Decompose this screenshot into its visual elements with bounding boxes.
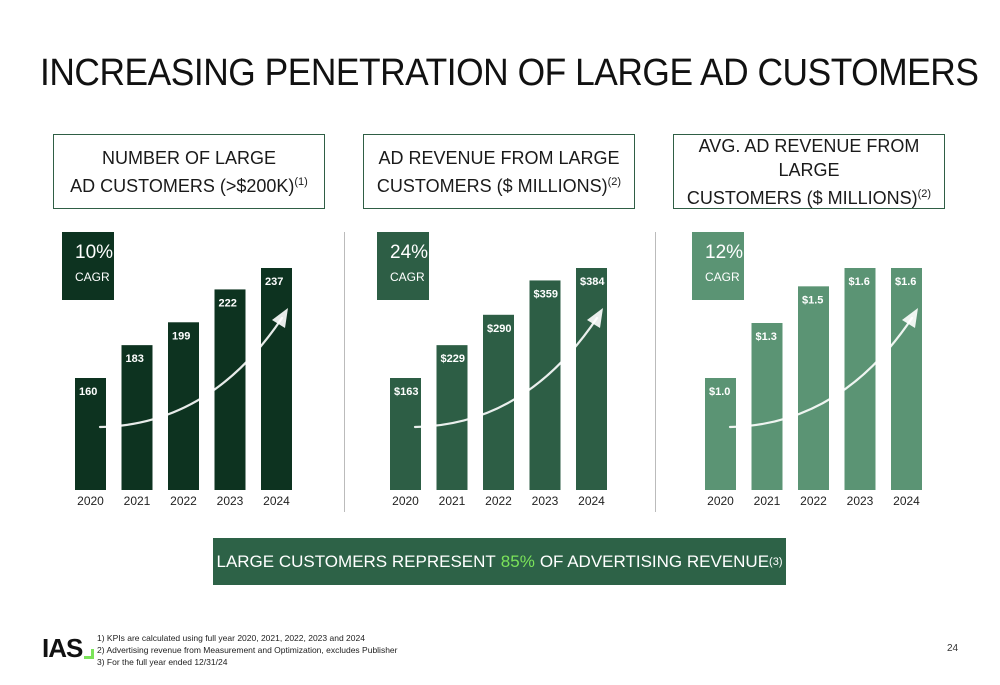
trend-arrow-line	[413, 316, 599, 429]
chart-2-header: AD REVENUE FROM LARGE CUSTOMERS ($ MILLI…	[363, 134, 635, 209]
chart-3-title-line2: CUSTOMERS ($ MILLIONS)	[686, 187, 918, 208]
x-tick-label: 2021	[124, 494, 151, 508]
chart-1-title-line2: AD CUSTOMERS (>$200K)	[70, 175, 295, 196]
x-tick-label: 2024	[263, 494, 290, 508]
chart-2-title-note: (2)	[607, 175, 622, 188]
x-tick-label: 2022	[485, 494, 512, 508]
bar-value-label: 222	[219, 297, 237, 309]
chart-1-cagr-label: CAGR	[75, 270, 110, 284]
page-number: 24	[947, 643, 959, 654]
footnote-3: 3) For the full year ended 12/31/24	[97, 657, 228, 667]
bar-value-label: $290	[487, 323, 511, 335]
chart-3-header: AVG. AD REVENUE FROM LARGE CUSTOMERS ($ …	[673, 134, 945, 209]
bar-2020	[75, 378, 106, 490]
slide-title: INCREASING PENETRATION OF LARGE AD CUSTO…	[40, 52, 979, 94]
bar-value-label: $1.3	[756, 331, 777, 343]
summary-banner: LARGE CUSTOMERS REPRESENT 85% OF ADVERTI…	[213, 538, 786, 585]
x-tick-label: 2022	[800, 494, 827, 508]
bar-value-label: 237	[265, 276, 283, 288]
ias-logo: IAS	[42, 633, 95, 664]
bar-value-label: $1.0	[709, 386, 730, 398]
bar-2021	[436, 345, 468, 490]
chart-3-svg: $1.0 2020 $1.3 2021 $1.5 2022 $1.6 2023 $1.6 2024	[705, 268, 922, 508]
chart-2-cagr-label: CAGR	[390, 270, 425, 284]
trend-arrow-head-icon	[587, 308, 603, 328]
chart-divider-2	[655, 232, 656, 512]
chart-3-cagr-box: 12% CAGR	[692, 232, 744, 300]
trend-arrow-head-icon	[272, 308, 288, 328]
bar-2022	[168, 322, 199, 490]
bar-2021	[121, 345, 153, 490]
chart-1-cagr-box: 10% CAGR	[62, 232, 114, 300]
trend-arrow-line	[98, 316, 284, 429]
trend-arrow-line	[728, 316, 914, 429]
bar-2024	[576, 268, 607, 490]
bar-value-label: $1.6	[849, 276, 870, 288]
bar-value-label: $1.5	[802, 294, 823, 306]
bar-2024	[261, 268, 292, 490]
logo-text: IAS	[42, 633, 83, 663]
chart-2-title-line2: CUSTOMERS ($ MILLIONS)	[376, 175, 608, 196]
chart-1-title-note: (1)	[294, 175, 308, 188]
bar-value-label: $163	[394, 386, 418, 398]
chart-2-cagr-box: 24% CAGR	[377, 232, 429, 300]
trend-arrow-head-icon	[902, 308, 918, 328]
x-tick-label: 2021	[439, 494, 466, 508]
banner-text-before: LARGE CUSTOMERS REPRESENT	[216, 551, 496, 571]
chart-2-cagr-value: 24%	[390, 242, 429, 263]
chart-1-header: NUMBER OF LARGE AD CUSTOMERS (>$200K)(1)	[53, 134, 325, 209]
bar-value-label: 160	[79, 386, 97, 398]
bar-value-label: 183	[126, 353, 144, 365]
chart-2-title-line1: AD REVENUE FROM LARGE	[378, 147, 620, 168]
footnote-2: 2) Advertising revenue from Measurement …	[97, 645, 398, 655]
x-tick-label: 2021	[754, 494, 781, 508]
x-tick-label: 2023	[847, 494, 874, 508]
banner-highlight: 85%	[500, 551, 535, 571]
bar-value-label: $229	[441, 353, 465, 365]
chart-1-cagr-value: 10%	[75, 242, 114, 263]
bar-2023	[214, 289, 246, 490]
footnotes: 1) KPIs are calculated using full year 2…	[97, 632, 397, 668]
footnote-1: 1) KPIs are calculated using full year 2…	[97, 633, 365, 643]
bar-value-label: 199	[172, 330, 190, 342]
chart-divider-1	[344, 232, 345, 512]
bar-2024	[891, 268, 922, 490]
chart-3-cagr-label: CAGR	[705, 270, 740, 284]
bar-2022	[798, 286, 829, 490]
banner-text-after: OF ADVERTISING REVENUE	[539, 551, 770, 571]
bar-2020	[390, 378, 421, 490]
chart-3-title-line1: AVG. AD REVENUE FROM LARGE	[698, 135, 920, 180]
x-tick-label: 2024	[578, 494, 605, 508]
bar-value-label: $359	[534, 288, 558, 300]
logo-corner-icon	[84, 649, 95, 659]
x-tick-label: 2022	[170, 494, 197, 508]
x-tick-label: 2023	[532, 494, 559, 508]
x-tick-label: 2020	[707, 494, 734, 508]
bar-2021	[751, 323, 783, 490]
chart-1-svg: 160 2020 183 2021 199 2022 222 2023 237 2024	[75, 268, 292, 508]
x-tick-label: 2020	[392, 494, 419, 508]
x-tick-label: 2023	[217, 494, 244, 508]
bar-2023	[844, 268, 876, 490]
bar-value-label: $384	[580, 276, 605, 288]
chart-3-cagr-value: 12%	[705, 242, 744, 263]
bar-value-label: $1.6	[895, 276, 916, 288]
bar-2020	[705, 378, 736, 490]
x-tick-label: 2024	[893, 494, 920, 508]
banner-note: (3)	[769, 555, 783, 568]
chart-2-svg: $163 2020 $229 2021 $290 2022 $359 2023 $384 2024	[390, 268, 607, 508]
chart-3-title-note: (2)	[917, 187, 932, 200]
chart-1-title-line1: NUMBER OF LARGE	[101, 147, 277, 168]
x-tick-label: 2020	[77, 494, 104, 508]
